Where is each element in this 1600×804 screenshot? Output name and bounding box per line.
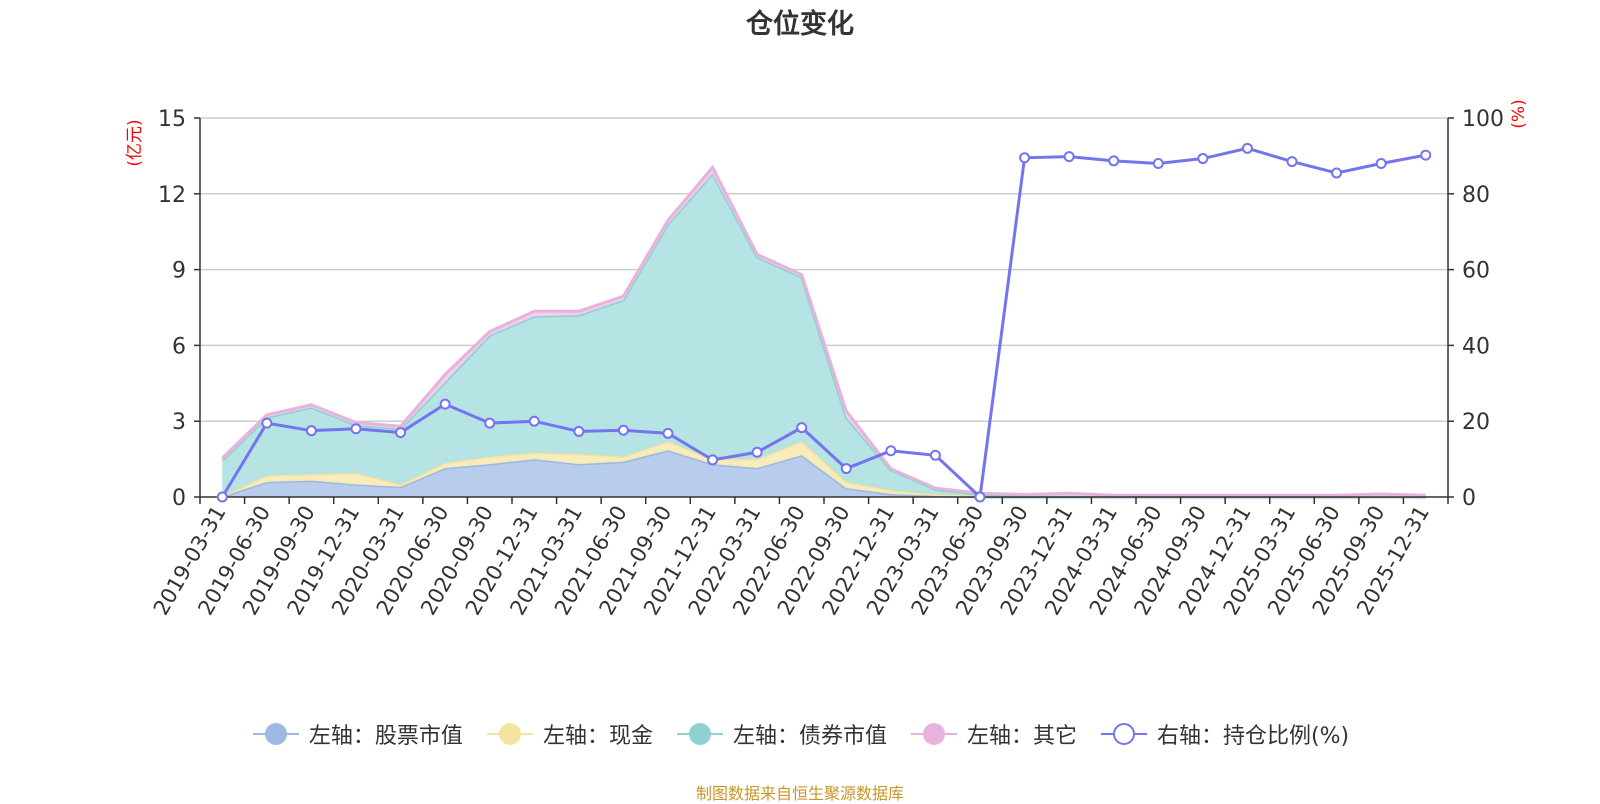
ratio-point (484, 417, 496, 429)
ratio-point (1241, 142, 1253, 154)
ratio-point (1331, 167, 1343, 179)
legend-circle (498, 723, 521, 745)
y-right-tick-label: 0 (1462, 486, 1476, 511)
ratio-point (707, 454, 719, 466)
ratio-point (1108, 155, 1120, 167)
ratio-point (528, 415, 540, 427)
legend-item-bond[interactable]: 左轴：债券市值 (675, 718, 887, 750)
legend-item-ratio[interactable]: 右轴：持仓比例(%) (1099, 718, 1349, 750)
legend-circle (688, 723, 711, 745)
ratio-point (885, 445, 897, 457)
area-1 (222, 441, 1426, 497)
ratio-point (1063, 151, 1075, 163)
ratio-point (1152, 157, 1164, 169)
legend-label: 左轴：现金 (542, 724, 653, 749)
ratio-point (395, 427, 407, 439)
y-right-tick-label: 80 (1462, 183, 1490, 208)
ratio-point (751, 446, 763, 458)
legend-circle (264, 723, 287, 745)
legend-label: 左轴：债券市值 (732, 724, 887, 749)
y-right-tick-label: 100 (1462, 107, 1504, 132)
y-left-tick-label: 0 (172, 486, 186, 511)
ratio-point (1197, 153, 1209, 165)
ratio-point (1019, 152, 1031, 164)
ratio-point (1375, 157, 1387, 169)
ratio-point (305, 425, 317, 437)
y-left-tick-label: 9 (172, 259, 186, 284)
y-right-tick-label: 20 (1462, 410, 1490, 435)
y-right-tick-label: 60 (1462, 259, 1490, 284)
legend-item-cash[interactable]: 左轴：现金 (485, 718, 653, 750)
chart-title: 仓位变化 (746, 9, 854, 40)
legend-label: 右轴：持仓比例(%) (1156, 724, 1350, 749)
ratio-point (573, 425, 585, 437)
ratio-point (929, 449, 941, 461)
legend-swatch-icon (485, 721, 535, 747)
legend-item-stock[interactable]: 左轴：股票市值 (251, 718, 463, 750)
legend-item-other[interactable]: 左轴：其它 (909, 718, 1077, 750)
legend-swatch-icon (909, 721, 959, 747)
ratio-point (662, 427, 674, 439)
legend-circle (1112, 723, 1135, 745)
ratio-point (216, 491, 228, 503)
y-left-tick-label: 12 (158, 183, 186, 208)
ratio-point (840, 463, 852, 475)
ratio-point (974, 491, 986, 503)
y-left-tick-label: 6 (172, 334, 186, 359)
data-source-footer: 制图数据来自恒生聚源数据库 (695, 784, 904, 803)
ratio-point (1286, 156, 1298, 168)
area-2 (222, 173, 1426, 497)
legend-swatch-icon (675, 721, 725, 747)
ratio-line-path (221, 146, 1426, 501)
y-left-tick-label: 15 (158, 107, 186, 132)
ratio-line (216, 142, 1432, 503)
ratio-point (439, 398, 451, 410)
y-right-tick-label: 40 (1462, 334, 1490, 359)
ratio-point (350, 423, 362, 435)
ratio-point (617, 424, 629, 436)
y-axis-right-label: (%) (1509, 99, 1529, 128)
ratio-point (261, 417, 273, 429)
y-left-tick-label: 3 (172, 410, 186, 435)
y-axis-left-label: (亿元) (125, 119, 145, 166)
legend-swatch-icon (251, 721, 301, 747)
legend-swatch-icon (1099, 721, 1149, 747)
area-0 (222, 450, 1426, 497)
area-edge-3 (221, 164, 1426, 497)
ratio-point (796, 422, 808, 434)
legend-circle (922, 723, 945, 745)
ratio-point (1420, 149, 1432, 161)
legend-label: 左轴：其它 (966, 724, 1077, 749)
chart-canvas: 036912150204060801002019-03-312019-06-30… (125, 99, 1529, 619)
legend[interactable]: 左轴：股票市值 左轴：现金 左轴：债券市值 左轴：其它 右轴：持仓比例(%) (0, 718, 1600, 750)
legend-label: 左轴：股票市值 (308, 724, 463, 749)
